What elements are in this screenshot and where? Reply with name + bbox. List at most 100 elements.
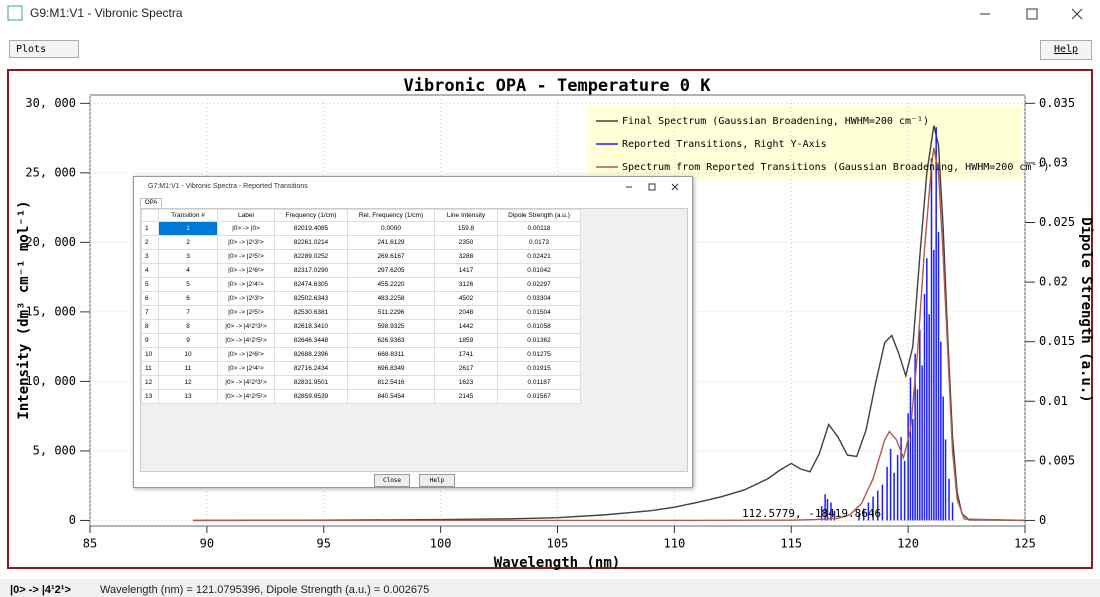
table-cell: 511.2296	[347, 305, 435, 320]
table-cell: |0> -> |2²3¹>	[217, 291, 275, 306]
table-row: 13 13 |0> -> |4¹2²5¹> 82859.9539 840.5454 214…	[141, 389, 581, 404]
x-tick-label: 100	[430, 537, 452, 551]
x-tick-label: 105	[547, 537, 569, 551]
table-row: 6 6 |0> -> |2²3¹> 82502.6343 483.2258 4502 0.0…	[141, 291, 581, 306]
table-cell: |0> -> |2¹6¹>	[217, 263, 275, 278]
table-cell: 1	[158, 221, 218, 236]
table-cell: 1859	[434, 333, 498, 348]
table-row: 12 12 |0> -> |4¹2²3¹> 82831.9501 812.5416 162…	[141, 375, 581, 390]
table-cell: 0.01915	[497, 361, 581, 376]
y-tick-label: 5, 000	[33, 443, 76, 457]
table-cell: 0.0173	[497, 235, 581, 250]
column-header: Label	[217, 209, 275, 222]
y-tick-label: 20, 000	[25, 235, 76, 249]
table-cell: 82289.0252	[274, 249, 348, 264]
x-tick-label: 120	[897, 537, 919, 551]
chart-frame	[7, 69, 1093, 569]
legend	[588, 106, 1022, 180]
table-row: 5 5 |0> -> |2¹4¹> 82474.6305 455.2220 3126 0.0…	[141, 277, 581, 292]
legend-label: Reported Transitions, Right Y-Axis	[622, 139, 827, 150]
table-row: 3 3 |0> -> |2¹5¹> 82289.0252 269.6167 3288 0.0…	[141, 249, 581, 264]
table-row: 7 7 |0> -> |2²5¹> 82530.6381 511.2296 2048 0.0…	[141, 305, 581, 320]
table-row: 4 4 |0> -> |2¹6¹> 82317.0290 297.6205 1417 0.0…	[141, 263, 581, 278]
table-cell: |0> -> |2¹5¹>	[217, 249, 275, 264]
x-tick-label: 90	[200, 537, 214, 551]
spectrum-line	[192, 147, 1026, 522]
table-row: 10 10 |0> -> |2²6¹> 82688.2396 668.8311 1741 0…	[141, 347, 581, 362]
table-cell: 598.9325	[347, 319, 435, 334]
y-tick-label: 0	[69, 513, 76, 527]
window-title: G9:M1:V1 - Vibronic Spectra	[30, 6, 183, 20]
corner-cell	[141, 209, 159, 222]
table-cell: 2617	[434, 361, 498, 376]
spectrum-line	[192, 125, 1026, 522]
table-cell: 0.01362	[497, 333, 581, 348]
status-label: |0> -> |4¹2¹>	[10, 584, 71, 596]
x-tick-label: 125	[1014, 537, 1036, 551]
dialog-title: G7:M1:V1 - Vibronic Spectra - Reported T…	[148, 183, 308, 190]
table-cell: 1623	[434, 375, 498, 390]
table-cell: |0> -> |4¹2²3¹>	[217, 375, 275, 390]
row-number: 10	[141, 347, 159, 362]
row-number: 2	[141, 235, 159, 250]
table-cell: 3288	[434, 249, 498, 264]
table-cell: 159.8	[434, 221, 498, 236]
column-header: Dipole Strength (a.u.)	[497, 209, 581, 222]
window-controls[interactable]	[980, 8, 1083, 20]
y-tick-label: 10, 000	[25, 374, 76, 388]
table-cell: 82474.6305	[274, 277, 348, 292]
table-cell: 9	[158, 333, 218, 348]
table-cell: 1741	[434, 347, 498, 362]
close-button[interactable]: Close	[374, 474, 410, 487]
table-cell: |0> -> |2²4¹>	[217, 361, 275, 376]
y-axis-label: Intensity (dm³ cm⁻¹ mol⁻¹)	[16, 200, 32, 419]
row-number: 1	[141, 221, 159, 236]
table-cell: 0.01567	[497, 389, 581, 404]
app-icon	[7, 5, 23, 21]
table-cell: 0.03304	[497, 291, 581, 306]
table-row: 8 8 |0> -> |4¹2¹3¹> 82618.3410 598.9325 1442 0…	[141, 319, 581, 334]
row-number: 9	[141, 333, 159, 348]
table-cell: 3	[158, 249, 218, 264]
plots-menu[interactable]: Plots	[9, 40, 79, 58]
table-cell: 4	[158, 263, 218, 278]
table-cell: |0> -> |2²5¹>	[217, 305, 275, 320]
table-cell: 82688.2396	[274, 347, 348, 362]
table-cell: 626.9363	[347, 333, 435, 348]
table-cell: 82716.2434	[274, 361, 348, 376]
table-cell: 10	[158, 347, 218, 362]
table-cell: 1442	[434, 319, 498, 334]
y2-tick-label: 0.01	[1039, 394, 1068, 408]
table-cell: 0.01042	[497, 263, 581, 278]
y2-axis-label: Dipole Strength (a.u.)	[1078, 217, 1094, 402]
legend-label: Final Spectrum (Gaussian Broadening, HWH…	[622, 116, 929, 127]
column-header: Transition #	[158, 209, 218, 222]
table-cell: 483.2258	[347, 291, 435, 306]
x-tick-label: 85	[83, 537, 97, 551]
table-cell: 2048	[434, 305, 498, 320]
help-button[interactable]: Help	[1040, 40, 1092, 60]
table-cell: 82019.4085	[274, 221, 348, 236]
row-number: 11	[141, 361, 159, 376]
table-cell: 297.6205	[347, 263, 435, 278]
x-tick-label: 110	[664, 537, 686, 551]
table-area: Transition # Label Frequency (1/cm) Rel. Fr…	[140, 208, 688, 472]
status-text: Wavelength (nm) = 121.0795396, Dipole St…	[100, 584, 429, 596]
table-cell: 11	[158, 361, 218, 376]
header-row: Transition # Label Frequency (1/cm) Rel. Fr…	[141, 209, 581, 222]
dialog-tab[interactable]: OPA	[140, 198, 163, 207]
status-bar	[0, 579, 1100, 597]
table-cell: 0.00118	[497, 221, 581, 236]
dialog-controls[interactable]	[624, 182, 684, 192]
y2-tick-label: 0.005	[1039, 453, 1075, 467]
table-cell: 812.5416	[347, 375, 435, 390]
table-cell: |0> -> |0>	[217, 221, 275, 236]
table-row: 1 1 |0> -> |0> 82019.4085 0.0000 159.8 0.00118	[141, 221, 581, 236]
table-cell: 82317.0290	[274, 263, 348, 278]
table-cell: 455.2220	[347, 277, 435, 292]
x-tick-label: 95	[317, 537, 331, 551]
dialog-help-button[interactable]: Help	[419, 474, 455, 487]
table-cell: 82646.3448	[274, 333, 348, 348]
table-cell: 2145	[434, 389, 498, 404]
